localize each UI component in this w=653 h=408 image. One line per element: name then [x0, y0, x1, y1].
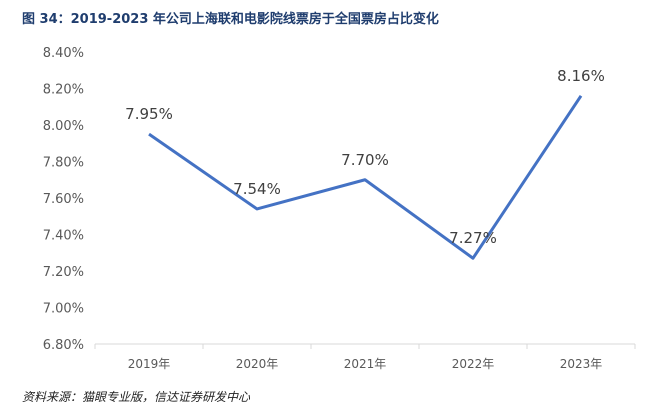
data-label: 7.95% [125, 105, 173, 123]
data-labels: 7.95% 7.54% 7.70% 7.27% 8.16% [125, 67, 605, 247]
y-tick-label: 7.20% [43, 265, 84, 280]
y-tick-label: 7.40% [43, 229, 84, 244]
x-tick-label: 2023年 [560, 357, 603, 371]
y-tick-label: 8.00% [43, 119, 84, 134]
x-tick-label: 2019年 [128, 357, 171, 371]
data-label: 7.70% [341, 151, 389, 169]
x-tick-label: 2022年 [452, 357, 495, 371]
y-axis-ticks: 6.80% 7.00% 7.20% 7.40% 7.60% 7.80% 8.00% 8.20%… [43, 46, 84, 353]
x-tick-label: 2020年 [236, 357, 279, 371]
y-tick-label: 8.20% [43, 83, 84, 98]
series-line [148, 94, 583, 260]
y-tick-label: 7.00% [43, 302, 84, 317]
source-note: 资料来源：猫眼专业版，信达证券研发中心 [22, 390, 251, 404]
data-label: 7.54% [233, 180, 281, 198]
data-label: 8.16% [557, 67, 605, 85]
figure-title: 图 34：2019-2023 年公司上海联和电影院线票房于全国票房占比变化 [22, 12, 439, 27]
y-tick-label: 7.60% [43, 192, 84, 207]
x-tick-label: 2021年 [344, 357, 387, 371]
y-tick-label: 8.40% [43, 46, 84, 61]
data-label: 7.27% [449, 229, 497, 247]
y-tick-label: 6.80% [43, 338, 84, 353]
x-axis-ticks: 2019年 2020年 2021年 2022年 2023年 [94, 344, 636, 371]
y-tick-label: 7.80% [43, 156, 84, 171]
